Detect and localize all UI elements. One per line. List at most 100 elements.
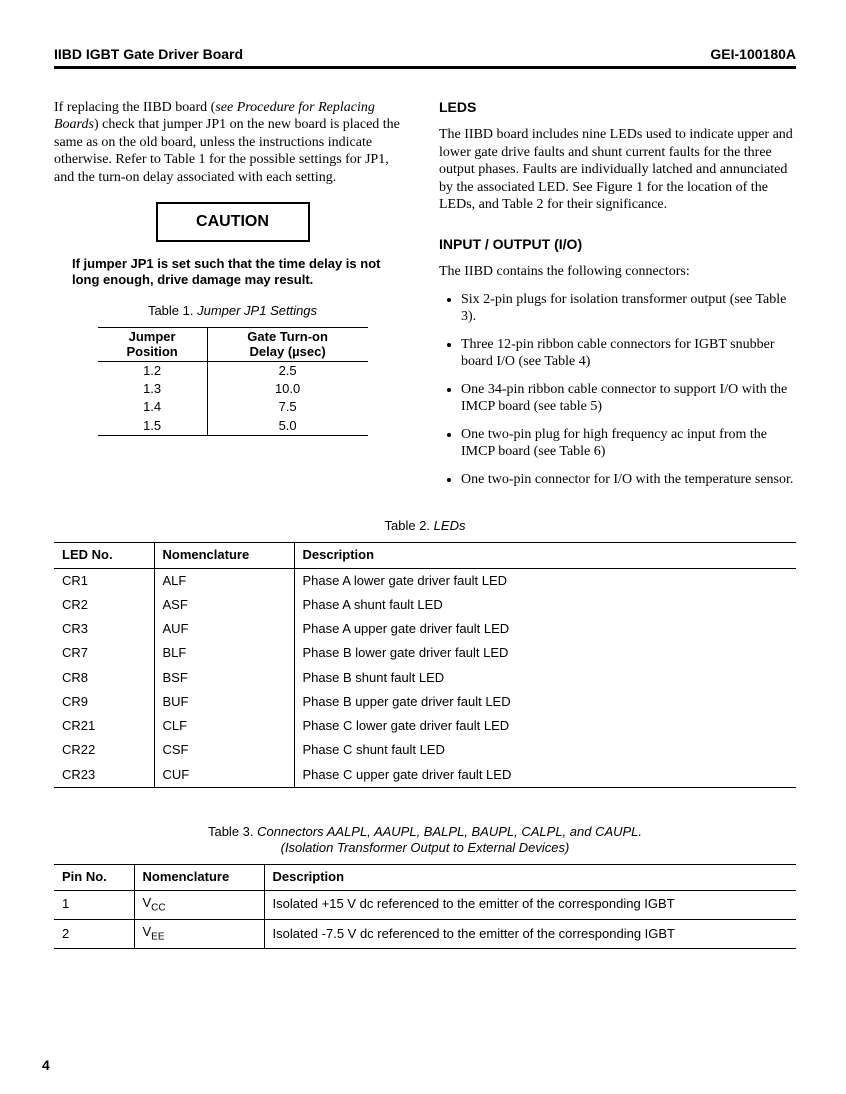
table-row: CR2ASFPhase A shunt fault LED [54, 593, 796, 617]
caution-text: If jumper JP1 is set such that the time … [72, 256, 401, 289]
cell: CR21 [54, 714, 154, 738]
table3-connectors: Pin No. Nomenclature Description 1 VCC I… [54, 864, 796, 948]
table2-h1: LED No. [54, 543, 154, 568]
table1-h1: Jumper Position [98, 327, 208, 361]
left-column: If replacing the IIBD board (see Procedu… [54, 99, 411, 499]
table1-caption: Table 1. Jumper JP1 Settings [54, 303, 411, 319]
table-row: CR9BUFPhase B upper gate driver fault LE… [54, 690, 796, 714]
cell: 1.2 [98, 361, 208, 380]
table-row: 1.47.5 [98, 398, 368, 416]
table2-h3: Description [294, 543, 796, 568]
leds-paragraph: The IIBD board includes nine LEDs used t… [439, 126, 796, 214]
table-row: CR22CSFPhase C shunt fault LED [54, 738, 796, 762]
text: Position [126, 344, 177, 359]
table2-section: Table 2. LEDs LED No. Nomenclature Descr… [54, 518, 796, 788]
header-left: IIBD IGBT Gate Driver Board [54, 46, 243, 64]
table1-jumper-settings: Jumper Position Gate Turn-on Delay (µsec… [98, 327, 368, 436]
cell: VEE [134, 919, 264, 948]
cell: CSF [154, 738, 294, 762]
io-paragraph: The IIBD contains the following connecto… [439, 263, 796, 281]
cell: CR2 [54, 593, 154, 617]
cell: CR1 [54, 568, 154, 593]
table-row: CR8BSFPhase B shunt fault LED [54, 666, 796, 690]
cell: Phase A lower gate driver fault LED [294, 568, 796, 593]
caption-pre: Table 1. [148, 303, 197, 318]
table3-h3: Description [264, 865, 796, 890]
table3-h1: Pin No. [54, 865, 134, 890]
table-row: CR7BLFPhase B lower gate driver fault LE… [54, 641, 796, 665]
cell: BLF [154, 641, 294, 665]
header-right: GEI-100180A [710, 46, 796, 64]
text: V [143, 924, 152, 939]
table3-section: Table 3. Connectors AALPL, AAUPL, BALPL,… [54, 824, 796, 949]
table-row: CR3AUFPhase A upper gate driver fault LE… [54, 617, 796, 641]
cell: 2 [54, 919, 134, 948]
cell: CR23 [54, 763, 154, 788]
cell: 1.3 [98, 380, 208, 398]
cell: Phase C upper gate driver fault LED [294, 763, 796, 788]
table2-leds: LED No. Nomenclature Description CR1ALFP… [54, 542, 796, 788]
table-row: 1 VCC Isolated +15 V dc referenced to th… [54, 890, 796, 919]
cell: ASF [154, 593, 294, 617]
cell: Isolated +15 V dc referenced to the emit… [264, 890, 796, 919]
text: Gate Turn-on [247, 329, 328, 344]
table1-h2: Gate Turn-on Delay (µsec) [207, 327, 367, 361]
caution-label: CAUTION [196, 213, 269, 230]
leds-heading: LEDS [439, 99, 796, 117]
cell: CR8 [54, 666, 154, 690]
cell: Phase B shunt fault LED [294, 666, 796, 690]
list-item: Six 2-pin plugs for isolation transforme… [461, 291, 796, 326]
caption-pre: Table 3. [208, 824, 257, 839]
cell: CR9 [54, 690, 154, 714]
table3-caption: Table 3. Connectors AALPL, AAUPL, BALPL,… [54, 824, 796, 857]
cell: 7.5 [207, 398, 367, 416]
page-number: 4 [42, 1057, 50, 1075]
table2-caption: Table 2. LEDs [54, 518, 796, 534]
cell: Isolated -7.5 V dc referenced to the emi… [264, 919, 796, 948]
cell: 5.0 [207, 417, 367, 436]
cell: CR22 [54, 738, 154, 762]
list-item: One two-pin plug for high frequency ac i… [461, 426, 796, 461]
cell: VCC [134, 890, 264, 919]
caption-italic: Jumper JP1 Settings [197, 303, 317, 318]
cell: Phase B upper gate driver fault LED [294, 690, 796, 714]
cell: 2.5 [207, 361, 367, 380]
caution-box: CAUTION [156, 202, 310, 242]
cell: 1 [54, 890, 134, 919]
two-column-layout: If replacing the IIBD board (see Procedu… [54, 99, 796, 499]
subscript: EE [151, 931, 164, 942]
table-row: 1.310.0 [98, 380, 368, 398]
io-heading: INPUT / OUTPUT (I/O) [439, 236, 796, 254]
caption-italic: LEDs [434, 518, 466, 533]
text: Delay (µsec) [250, 344, 326, 359]
table-row: 1.55.0 [98, 417, 368, 436]
text: If replacing the IIBD board ( [54, 100, 215, 115]
table-row: CR21CLFPhase C lower gate driver fault L… [54, 714, 796, 738]
cell: AUF [154, 617, 294, 641]
table3-h2: Nomenclature [134, 865, 264, 890]
right-column: LEDS The IIBD board includes nine LEDs u… [439, 99, 796, 499]
cell: Phase A shunt fault LED [294, 593, 796, 617]
cell: BSF [154, 666, 294, 690]
cell: CLF [154, 714, 294, 738]
caption-italic: Connectors AALPL, AAUPL, BALPL, BAUPL, C… [257, 824, 642, 839]
text: ) check that jumper JP1 on the new board… [54, 117, 400, 185]
list-item: One two-pin connector for I/O with the t… [461, 471, 796, 489]
list-item: Three 12-pin ribbon cable connectors for… [461, 336, 796, 371]
cell: CR7 [54, 641, 154, 665]
caption-pre: Table 2. [385, 518, 434, 533]
text: Jumper [129, 329, 176, 344]
list-item: One 34-pin ribbon cable connector to sup… [461, 381, 796, 416]
cell: Phase A upper gate driver fault LED [294, 617, 796, 641]
text: V [143, 895, 152, 910]
table-row: CR1ALFPhase A lower gate driver fault LE… [54, 568, 796, 593]
replacing-paragraph: If replacing the IIBD board (see Procedu… [54, 99, 411, 187]
cell: Phase C shunt fault LED [294, 738, 796, 762]
io-bullet-list: Six 2-pin plugs for isolation transforme… [439, 291, 796, 489]
cell: Phase C lower gate driver fault LED [294, 714, 796, 738]
cell: BUF [154, 690, 294, 714]
page-header: IIBD IGBT Gate Driver Board GEI-100180A [54, 46, 796, 69]
table-row: 1.22.5 [98, 361, 368, 380]
cell: 1.4 [98, 398, 208, 416]
table-row: 2 VEE Isolated -7.5 V dc referenced to t… [54, 919, 796, 948]
